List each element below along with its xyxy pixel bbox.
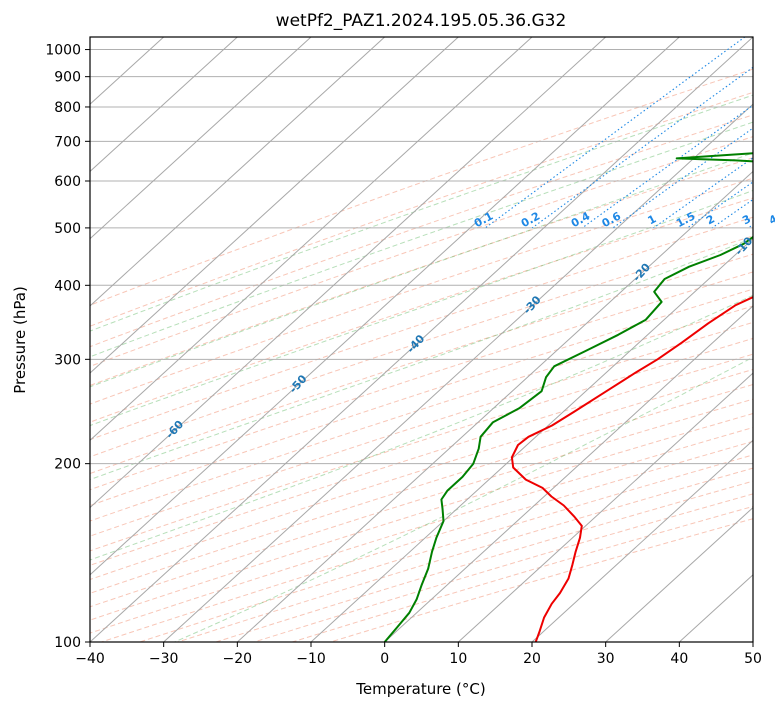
chart-title: wetPf2_PAZ1.2024.195.05.36.G32 [276, 11, 567, 31]
y-tick-label: 400 [54, 278, 81, 294]
dry-adiabat [90, 288, 753, 507]
isotherm-line [90, 37, 533, 442]
y-tick-label: 500 [54, 221, 81, 237]
dry-adiabat [90, 337, 753, 552]
dry-adiabat [177, 467, 753, 642]
moist-adiabat [90, 152, 753, 388]
dry-adiabat [292, 505, 753, 642]
mixing-ratio-label: 1.5 [674, 209, 697, 230]
x-tick-label: 0 [380, 651, 389, 667]
mixing-ratio-label: 0.6 [600, 209, 624, 230]
y-tick-label: 300 [54, 352, 81, 368]
y-tick-label: 700 [54, 134, 81, 150]
isotherm-line [752, 641, 753, 642]
mixing-ratio-label: 0.1 [472, 209, 495, 230]
y-tick-label: 1000 [45, 43, 81, 59]
x-tick-label: −10 [296, 651, 326, 667]
y-tick-label: 900 [54, 70, 81, 86]
dry-adiabat [90, 368, 753, 581]
dry-adiabat [90, 114, 753, 348]
isotherm-line [90, 37, 386, 307]
y-axis-label: Pressure (hPa) [11, 286, 29, 394]
moist-adiabat [90, 294, 753, 561]
isotherm-line [90, 37, 312, 240]
mixing-ratio-label: 0.4 [569, 209, 593, 230]
x-axis-label: Temperature (°C) [355, 680, 485, 698]
dry-adiabat [90, 305, 753, 522]
x-tick-label: 10 [449, 651, 467, 667]
mixing-ratio-line [747, 223, 753, 229]
dry-adiabat [90, 353, 753, 566]
dry-adiabat [90, 271, 753, 491]
x-tick-label: 20 [523, 651, 541, 667]
line-labels: 0.10.20.40.611.52346810131620253036-60-5… [163, 209, 775, 441]
dry-adiabat [90, 253, 753, 475]
mixing-ratio-lines [484, 37, 753, 229]
y-tick-label: 600 [54, 174, 81, 190]
skewed-isotherms [90, 37, 753, 642]
dry-adiabat [90, 68, 753, 306]
moist-adiabat [174, 356, 753, 642]
isotherm-line [90, 37, 753, 642]
isotherm-line [310, 237, 753, 642]
isotherm-line [163, 103, 753, 642]
mixing-ratio-line [484, 37, 746, 229]
x-tick-label: −30 [149, 651, 179, 667]
isotherm-line [90, 37, 607, 509]
pressure-gridlines [90, 49, 753, 642]
isotherm-line [236, 170, 753, 642]
dewpoint-profile [383, 152, 753, 642]
x-tick-label: −40 [75, 651, 105, 667]
isotherm-line [90, 37, 680, 576]
isotherm-line [605, 506, 753, 642]
y-tick-label: 800 [54, 100, 81, 116]
axis-ticks: −40 −30 −20 −10 0 10 20 30 40 50 100 200 300 400 500 60… [45, 43, 762, 667]
dry-adiabat [90, 383, 753, 594]
dry-adiabat [90, 197, 753, 423]
x-tick-label: 50 [744, 651, 762, 667]
y-tick-label: 100 [54, 635, 81, 651]
mixing-ratio-label: 4 [767, 212, 775, 227]
temperature-profile [510, 296, 753, 642]
dry-adiabat [90, 235, 753, 458]
sounding-profiles [383, 152, 753, 642]
mixing-ratio-label: 3 [740, 212, 753, 227]
dry-adiabat [90, 177, 753, 405]
x-tick-label: −20 [223, 651, 253, 667]
plot-frame [89, 36, 754, 643]
isotherm-line [457, 372, 753, 642]
dry-adiabat [90, 321, 753, 537]
isotherm-line [90, 37, 238, 173]
mixing-ratio-label: 2 [704, 212, 717, 227]
mixing-ratio-line [653, 157, 753, 229]
moist-adiabat [90, 121, 753, 358]
mixing-ratio-line [711, 198, 753, 229]
x-tick-label: 30 [597, 651, 615, 667]
dry-adiabat [90, 157, 753, 387]
dry-adiabat [139, 454, 753, 642]
isotherm-line [384, 305, 753, 642]
mixing-ratio-line [581, 104, 753, 229]
isotherm-line [531, 439, 753, 642]
y-tick-label: 200 [54, 457, 81, 473]
mixing-ratio-line [612, 127, 753, 229]
x-tick-label: 40 [670, 651, 688, 667]
isotherm-line [90, 37, 459, 374]
